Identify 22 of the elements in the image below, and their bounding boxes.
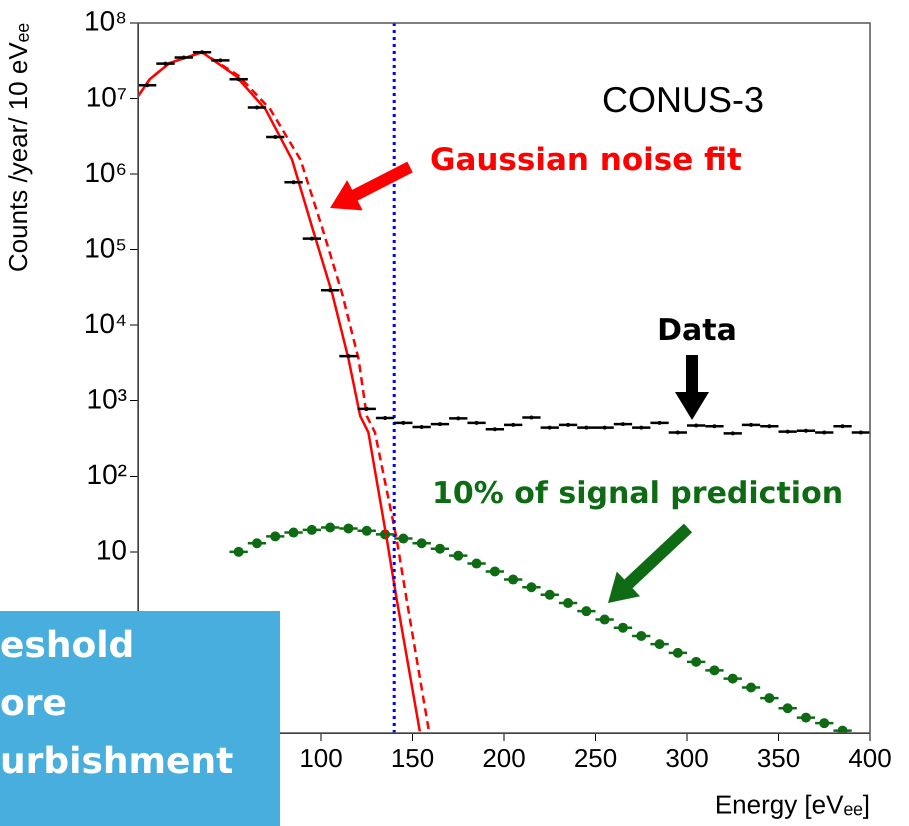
x-tick-label: 100 — [299, 742, 343, 773]
annotation: CONUS-3 — [602, 79, 764, 120]
x-tick-label: 150 — [390, 742, 434, 773]
y-tick-label: 10⁴ — [84, 308, 127, 339]
y-tick-label: 10⁶ — [84, 156, 127, 188]
x-tick-label: 200 — [482, 742, 526, 773]
x-tick-label: 400 — [848, 742, 892, 773]
y-tick-label: 10 — [96, 534, 127, 566]
x-axis-title: Energy [eVₑₑ] — [714, 790, 870, 820]
text: Data — [657, 313, 737, 348]
y-tick-label: 10⁷ — [86, 81, 127, 112]
x-tick-label: 350 — [756, 742, 800, 773]
y-tick-label: 10² — [86, 459, 127, 490]
y-axis-title: Counts /year/ 10 eVₑₑ — [2, 23, 33, 272]
x-tick-label: 300 — [665, 742, 709, 773]
y-tick-label: 10³ — [86, 383, 127, 414]
y-tick-label: 10⁵ — [84, 232, 127, 264]
series-label: 10% of signal prediction — [432, 476, 844, 511]
annotation: eshold ore urbishment — [0, 625, 234, 782]
x-tick-label: 250 — [574, 742, 618, 773]
y-tick-label: 10⁸ — [84, 6, 127, 37]
text: Gaussian noise fit — [430, 142, 742, 178]
